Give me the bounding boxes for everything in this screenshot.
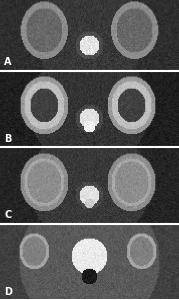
Text: B: B [4,134,11,144]
Text: A: A [4,58,11,68]
Text: D: D [4,287,12,297]
Text: C: C [4,211,11,220]
